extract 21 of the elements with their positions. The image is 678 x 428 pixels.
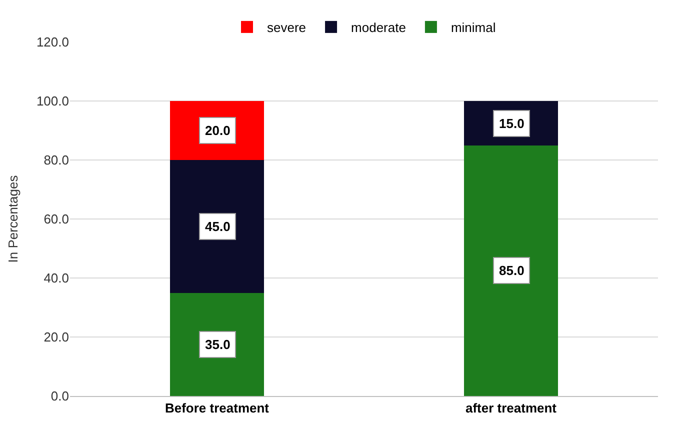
y-axis-title: In Percentages — [5, 174, 20, 263]
y-tick-label: 80.0 — [44, 152, 69, 168]
legend-label: minimal — [450, 20, 496, 36]
bar — [170, 292, 264, 396]
bar — [464, 145, 558, 396]
y-tick-label: 40.0 — [44, 270, 69, 286]
legend-label: severe — [267, 20, 306, 36]
data-label: 35.0 — [205, 337, 230, 352]
data-label: 45.0 — [205, 219, 230, 234]
y-tick-label: 100.0 — [36, 94, 69, 109]
data-label: 85.0 — [499, 263, 524, 278]
data-label: 20.0 — [205, 123, 230, 138]
legend-label: moderate — [351, 20, 406, 36]
y-tick-label: 60.0 — [44, 212, 69, 227]
y-tick-label: 120.0 — [36, 34, 69, 50]
y-tick-label: 20.0 — [44, 330, 69, 345]
x-tick-label: after treatment — [465, 400, 558, 416]
y-tick-label: 0.0 — [50, 388, 69, 404]
bar — [170, 160, 264, 293]
data-label: 15.0 — [499, 116, 524, 131]
x-tick-label: Before treatment — [164, 400, 270, 416]
